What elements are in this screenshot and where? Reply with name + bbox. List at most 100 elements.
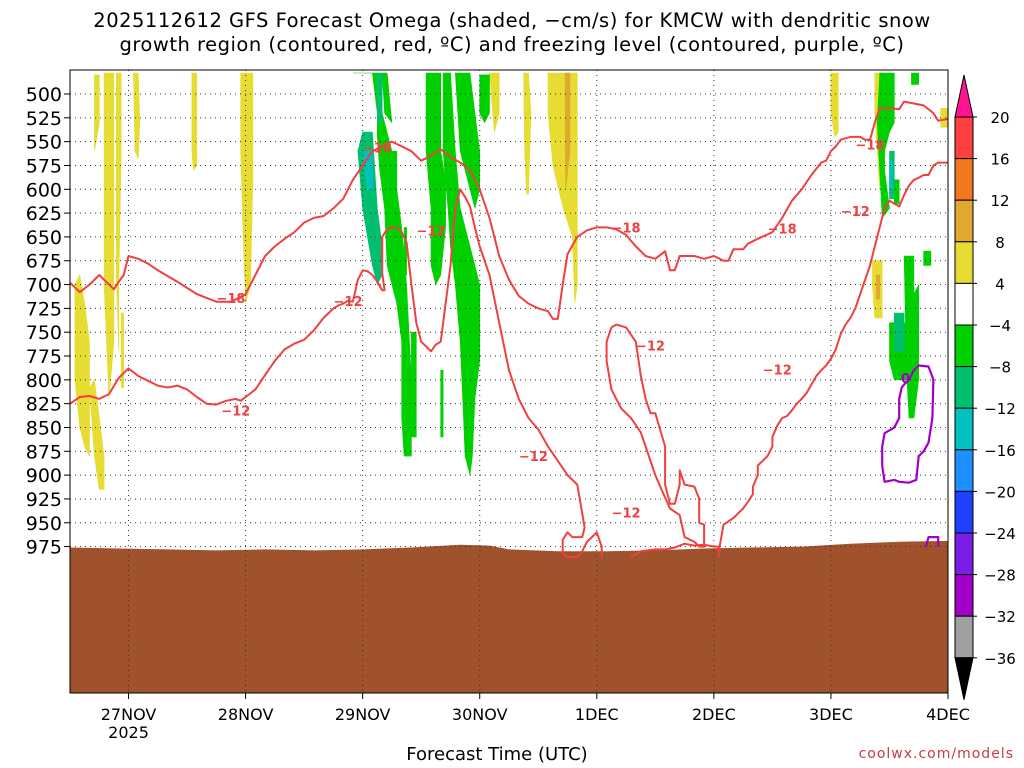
dgz-contour-label: −18: [363, 141, 392, 156]
omega-region: [442, 72, 481, 476]
omega-region: [403, 227, 407, 276]
colorbar-label: −20: [984, 483, 1016, 501]
ground-layer: [70, 540, 948, 693]
colorbar-label: 8: [995, 234, 1005, 252]
y-tick-label: 500: [26, 84, 62, 106]
y-tick-label: 950: [26, 513, 62, 535]
y-tick-label: 925: [26, 489, 62, 511]
colorbar-segment: [954, 324, 974, 368]
omega-shading-layer: [74, 72, 948, 490]
omega-region: [89, 378, 105, 490]
y-tick-label: 700: [26, 275, 62, 297]
omega-region: [120, 312, 124, 388]
omega-region: [911, 72, 920, 85]
omega-region: [830, 72, 839, 138]
omega-region: [381, 72, 393, 124]
omega-region: [479, 74, 490, 124]
colorbar-segment: [954, 116, 974, 160]
ground-terrain: [70, 540, 948, 693]
omega-region: [191, 72, 198, 172]
colorbar-segment: [954, 366, 974, 409]
colorbar-label: −4: [989, 317, 1011, 335]
colorbar-label: −32: [984, 608, 1016, 626]
dgz-contour-label: −12: [221, 404, 250, 419]
x-tick-label: 30NOV: [452, 705, 508, 724]
dgz-contour-label: −18: [768, 222, 797, 237]
colorbar-label: −8: [989, 359, 1011, 377]
colorbar-segment: [954, 241, 974, 284]
chart-title-line-1: 2025112612 GFS Forecast Omega (shaded, −…: [93, 9, 931, 32]
colorbar-segment: [954, 615, 974, 659]
omega-region: [133, 72, 141, 159]
omega-region: [411, 331, 417, 438]
colorbar-segment: [954, 449, 974, 492]
dgz-contour-label: −18: [612, 221, 641, 236]
dgz-contour-label: −12: [841, 205, 870, 220]
dgz-contour-line: [70, 188, 603, 559]
dgz-contour-label: −12: [416, 224, 445, 239]
freezing-level-contour: [924, 535, 940, 547]
dgz-contour-label: −18: [216, 292, 245, 307]
omega-region: [889, 160, 893, 190]
y-tick-label: 625: [26, 203, 62, 225]
colorbar-segment: [954, 407, 974, 451]
x-tick-label: 1DEC: [575, 705, 619, 724]
colorbar-label: 16: [990, 151, 1009, 169]
omega-region: [94, 74, 100, 152]
y-tick-label: 725: [26, 298, 62, 320]
omega-region: [489, 72, 500, 133]
y-tick-label: 675: [26, 251, 62, 273]
colorbar-label: −28: [984, 567, 1016, 585]
colorbar-label: 4: [995, 275, 1005, 293]
x-tick-label: 29NOV: [335, 705, 391, 724]
dgz-contour-label: −12: [334, 295, 363, 310]
x-tick-label: 28NOV: [218, 705, 274, 724]
omega-region: [564, 72, 571, 190]
x-tick-label: 3DEC: [809, 705, 853, 724]
omega-region: [547, 72, 578, 304]
plot-frame: [69, 69, 949, 694]
colorbar-label: 20: [990, 109, 1009, 127]
y-tick-label: 600: [26, 179, 62, 201]
omega-region: [391, 150, 398, 238]
omega-region: [923, 250, 932, 266]
omega-region: [523, 72, 532, 195]
axes-layer: 5005255505756006256506757007257507758008…: [26, 84, 970, 742]
omega-region: [103, 72, 115, 399]
contour-label-layer: −18 −18 −18 −18 −18 −12 −12 −12 −12 −12 −12 −12 −12 0: [216, 138, 910, 521]
colorbar-top-arrow: [954, 74, 974, 118]
dgz-contour-line: [630, 542, 720, 558]
colorbar: 20 16 12 8 4 −4 −8 −12 −16 −20 −24 −28 −32 −36: [954, 74, 1016, 700]
y-tick-label: 875: [26, 441, 62, 463]
y-tick-label: 850: [26, 417, 62, 439]
omega-region: [893, 179, 900, 204]
freezing-contour-label: 0: [901, 372, 910, 387]
colorbar-segment: [954, 490, 974, 534]
dgz-contour-label: −12: [636, 340, 665, 355]
y-tick-label: 975: [26, 537, 62, 559]
y-tick-label: 550: [26, 132, 62, 154]
y-tick-label: 650: [26, 227, 62, 249]
omega-region: [116, 72, 122, 352]
x-tick-label: 4DEC: [926, 705, 970, 724]
omega-region: [940, 108, 948, 128]
x-tick-label: 2DEC: [692, 705, 736, 724]
x-axis-title: Forecast Time (UTC): [406, 744, 588, 765]
colorbar-segment: [954, 158, 974, 201]
x-tick-sublabel: 2025: [108, 723, 149, 742]
dgz-contour-line: [605, 323, 706, 548]
omega-region: [893, 312, 905, 352]
colorbar-segment: [954, 532, 974, 576]
y-tick-label: 800: [26, 370, 62, 392]
colorbar-label: −16: [984, 442, 1016, 460]
colorbar-segment: [954, 199, 974, 243]
omega-region: [440, 369, 444, 438]
colorbar-segment: [954, 574, 974, 617]
y-tick-label: 775: [26, 346, 62, 368]
colorbar-segment: [954, 282, 974, 326]
x-tick-label: 27NOV: [101, 705, 157, 724]
colorbar-label: −12: [984, 400, 1016, 418]
y-tick-label: 575: [26, 155, 62, 177]
